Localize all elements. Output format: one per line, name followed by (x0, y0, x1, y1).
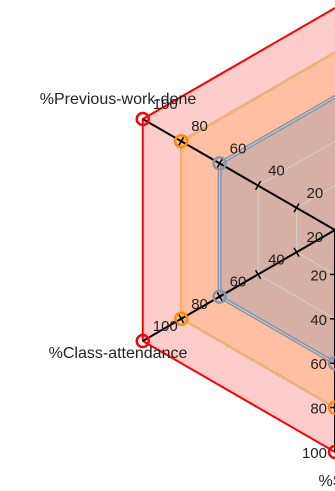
axis-label: %Class-attendance (49, 345, 188, 362)
series-marker (327, 444, 335, 460)
tick-label: 100 (153, 318, 178, 335)
series-marker (212, 156, 227, 171)
tick-label: 80 (191, 296, 208, 313)
tick-label: 80 (310, 401, 327, 418)
axis-tick (254, 180, 262, 191)
axis-label: %Previous-work-done (40, 91, 197, 108)
tick-label: 40 (310, 312, 327, 329)
axis-line (142, 229, 335, 342)
tick-label: 40 (268, 251, 285, 268)
tick-label: 60 (310, 356, 327, 373)
series-marker (135, 111, 150, 127)
tick-label: 40 (268, 163, 285, 180)
series-marker (212, 289, 227, 304)
tick-label: 20 (310, 267, 327, 284)
axis-tick (254, 269, 262, 280)
tick-label: 80 (191, 118, 208, 135)
tick-label: 60 (230, 274, 247, 291)
axis-tick (293, 247, 300, 257)
series-marker (327, 355, 335, 371)
axis-tick (216, 158, 223, 169)
axis-line (142, 118, 335, 231)
axis-label: %Sc (319, 473, 335, 490)
axis-tick (178, 136, 185, 146)
tick-label: 20 (307, 185, 324, 202)
axis-tick (216, 291, 223, 302)
axis-tick (178, 314, 185, 324)
series-marker (327, 400, 335, 415)
tick-label: 100 (302, 445, 327, 462)
tick-label: 60 (230, 140, 247, 157)
axis-tick (293, 203, 300, 213)
series-marker (173, 133, 189, 149)
series-marker (135, 333, 150, 349)
tick-label: 20 (307, 229, 324, 246)
tick-label: 100 (153, 96, 178, 113)
series-marker (173, 311, 189, 327)
